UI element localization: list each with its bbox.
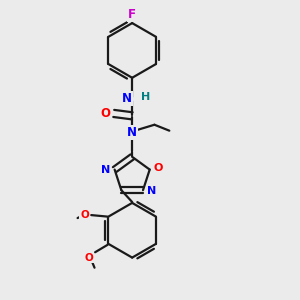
Text: H: H [141,92,150,101]
Text: F: F [128,8,136,21]
Text: O: O [80,210,89,220]
Text: O: O [85,253,94,262]
Text: O: O [153,164,163,173]
Text: N: N [127,126,137,139]
Text: N: N [101,165,110,175]
Text: N: N [147,186,157,196]
Text: N: N [122,92,132,105]
Text: O: O [100,107,110,120]
